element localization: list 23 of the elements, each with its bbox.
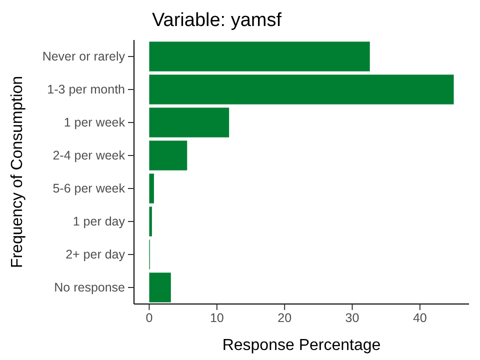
bar: [149, 272, 171, 302]
y-tick-label: 1 per day: [72, 214, 126, 228]
y-tick-label: No response: [54, 280, 126, 294]
y-axis-title: Frequency of Consumption: [9, 76, 26, 268]
x-axis-title: Response Percentage: [222, 337, 381, 354]
bar: [149, 140, 188, 170]
chart-title: Variable: yamsf: [152, 10, 282, 31]
y-tick-label: 2-4 per week: [52, 148, 126, 162]
y-tick-label: Never or rarely: [42, 50, 126, 64]
x-tick-label: 30: [345, 310, 360, 325]
bar: [149, 206, 152, 236]
bar: [149, 108, 230, 138]
y-tick-label: 1-3 per month: [47, 82, 126, 96]
x-tick-label: 10: [210, 310, 224, 325]
y-tick-label: 1 per week: [64, 116, 126, 130]
y-tick-label: 2+ per day: [66, 248, 126, 262]
x-tick-label: 40: [412, 310, 427, 325]
x-tick-label: 20: [278, 310, 292, 325]
y-tick-label: 5-6 per week: [52, 182, 126, 196]
x-tick-label: 0: [146, 310, 153, 325]
bar: [149, 74, 454, 104]
bar: [149, 42, 370, 72]
bar: [149, 174, 154, 204]
